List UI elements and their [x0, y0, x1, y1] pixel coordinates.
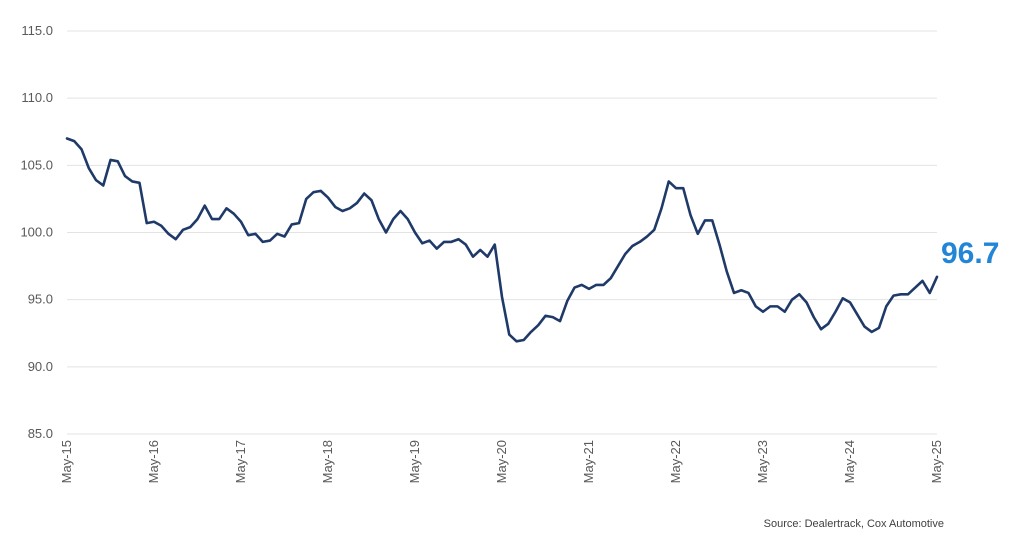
x-tick-label: May-20: [494, 440, 509, 483]
grid-lines: [67, 30, 937, 435]
x-tick-label: May-25: [929, 440, 944, 483]
x-tick-label: May-24: [842, 440, 857, 483]
annotation-layer: 96.7: [941, 237, 999, 270]
x-tick: May-24: [842, 440, 857, 483]
x-tick: May-16: [146, 440, 161, 483]
x-tick: May-25: [929, 440, 944, 483]
series-line: [65, 137, 939, 343]
x-tick: May-21: [581, 440, 596, 483]
x-tick: May-23: [755, 440, 770, 483]
last-value-label: 96.7: [941, 237, 999, 270]
series-layer: [65, 137, 939, 343]
x-tick: May-20: [494, 440, 509, 483]
x-tick: May-15: [59, 440, 74, 483]
x-tick-label: May-22: [668, 440, 683, 483]
x-tick-label: May-19: [407, 440, 422, 483]
y-tick-label: 90.0: [28, 359, 53, 374]
x-tick: May-17: [233, 440, 248, 483]
x-tick-label: May-23: [755, 440, 770, 483]
y-tick-label: 115.0: [21, 23, 53, 38]
y-tick-label: 85.0: [28, 426, 53, 441]
x-tick: May-22: [668, 440, 683, 483]
x-tick-label: May-21: [581, 440, 596, 483]
x-tick: May-19: [407, 440, 422, 483]
x-axis-ticks: May-15 May-16 May-17 May-18 May-19 May-20 May-…: [59, 440, 944, 483]
y-tick-label: 110.0: [21, 90, 53, 105]
x-tick-label: May-18: [320, 440, 335, 483]
source-note: Source: Dealertrack, Cox Automotive: [763, 518, 944, 530]
x-tick-label: May-15: [59, 440, 74, 483]
y-tick-label: 100.0: [20, 225, 53, 240]
y-tick-label: 95.0: [28, 292, 53, 307]
x-tick: May-18: [320, 440, 335, 483]
x-tick-label: May-16: [146, 440, 161, 483]
y-axis-ticks: 85.0 90.0 95.0 100.0 105.0 110.0 115.0: [20, 23, 53, 441]
y-tick-label: 105.0: [20, 157, 53, 172]
x-tick-label: May-17: [233, 440, 248, 483]
